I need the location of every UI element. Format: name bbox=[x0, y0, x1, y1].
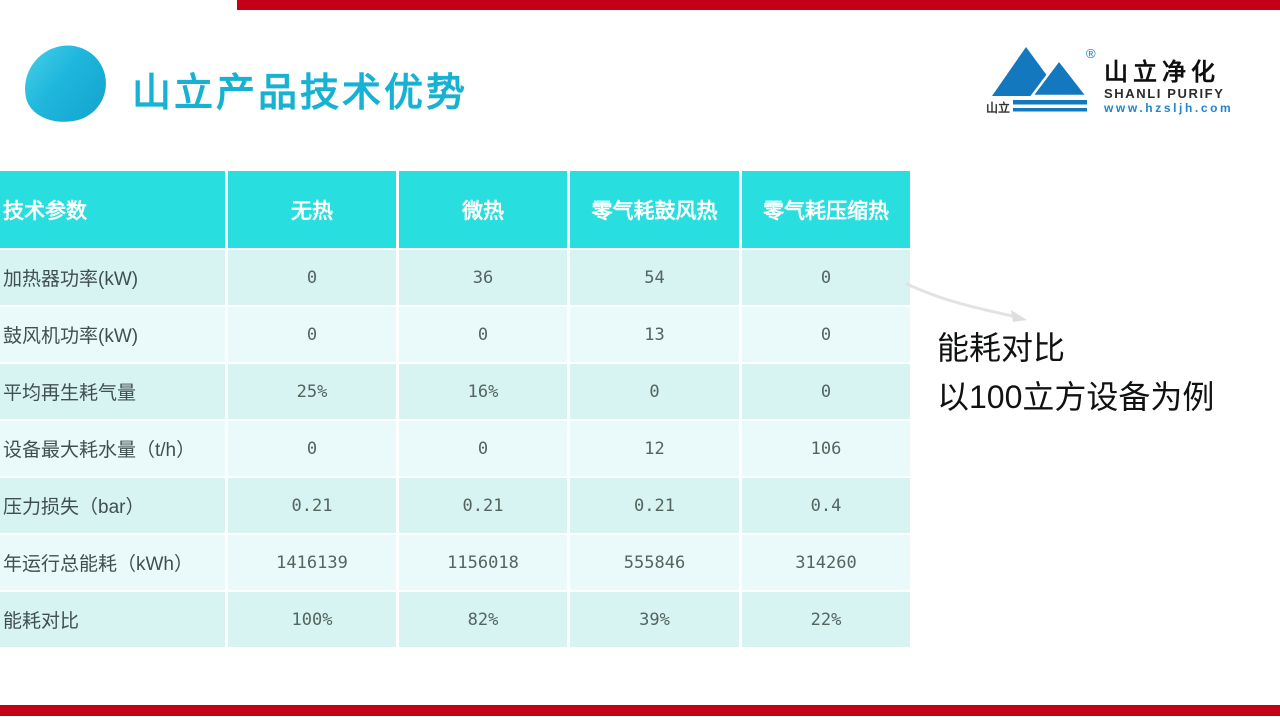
table-cell: 106 bbox=[742, 421, 910, 476]
table-cell: 39% bbox=[570, 592, 739, 647]
table-cell: 1416139 bbox=[228, 535, 396, 590]
table-cell: 36 bbox=[399, 250, 567, 305]
mountain-logo-icon: 山立 ® bbox=[986, 46, 1096, 115]
table-header-parameter: 技术参数 bbox=[0, 171, 225, 248]
table-header-col-1: 无热 bbox=[228, 171, 396, 248]
table-row-label: 压力损失（bar） bbox=[0, 478, 225, 533]
table-cell: 0 bbox=[742, 250, 910, 305]
table-row-label: 设备最大耗水量（t/h） bbox=[0, 421, 225, 476]
connector-arrow bbox=[903, 272, 1038, 330]
table-cell: 0.21 bbox=[228, 478, 396, 533]
annotation-text: 能耗对比 以100立方设备为例 bbox=[937, 324, 1214, 422]
table-cell: 0 bbox=[742, 364, 910, 419]
technical-parameters-table: 技术参数 无热 微热 零气耗鼓风热 零气耗压缩热 加热器功率(kW) 0 36 54 0 鼓风机功率… bbox=[0, 171, 912, 647]
table-cell: 0 bbox=[399, 307, 567, 362]
logo-website: www.hzsljh.com bbox=[1104, 101, 1234, 115]
table-cell: 0.21 bbox=[570, 478, 739, 533]
page-title: 山立产品技术优势 bbox=[132, 72, 469, 115]
logo-name-cn: 山立净化 bbox=[1104, 59, 1220, 86]
top-accent-bar bbox=[237, 0, 1280, 10]
table-row-label: 年运行总能耗（kWh） bbox=[0, 535, 225, 590]
table-cell: 1156018 bbox=[399, 535, 567, 590]
table-cell: 0 bbox=[228, 421, 396, 476]
company-logo: 山立 ® 山立净化 SHANLI PURIFY www.hzsljh.com bbox=[986, 44, 1231, 128]
annotation-line-2: 以100立方设备为例 bbox=[937, 379, 1215, 415]
table-header-col-2: 微热 bbox=[399, 171, 567, 248]
table-row-label: 鼓风机功率(kW) bbox=[0, 307, 225, 362]
bottom-accent-bar bbox=[0, 705, 1280, 716]
table-cell: 0.4 bbox=[742, 478, 910, 533]
table-cell: 0 bbox=[228, 307, 396, 362]
table-cell: 16% bbox=[399, 364, 567, 419]
decorative-teal-blob bbox=[16, 38, 114, 130]
table-cell: 100% bbox=[228, 592, 396, 647]
table-cell: 25% bbox=[228, 364, 396, 419]
logo-name-en: SHANLI PURIFY bbox=[1104, 86, 1225, 101]
table-header-col-3: 零气耗鼓风热 bbox=[570, 171, 739, 248]
table-cell: 0 bbox=[742, 307, 910, 362]
table-cell: 0 bbox=[228, 250, 396, 305]
table-cell: 314260 bbox=[742, 535, 910, 590]
table-cell: 54 bbox=[570, 250, 739, 305]
registered-trademark-icon: ® bbox=[1086, 46, 1096, 61]
table-cell: 22% bbox=[742, 592, 910, 647]
table-row-label: 能耗对比 bbox=[0, 592, 225, 647]
table-cell: 13 bbox=[570, 307, 739, 362]
table-cell: 12 bbox=[570, 421, 739, 476]
table-cell: 0.21 bbox=[399, 478, 567, 533]
table-row-label: 加热器功率(kW) bbox=[0, 250, 225, 305]
annotation-line-1: 能耗对比 bbox=[937, 330, 1066, 366]
table-cell: 555846 bbox=[570, 535, 739, 590]
table-cell: 82% bbox=[399, 592, 567, 647]
table-cell: 0 bbox=[399, 421, 567, 476]
table-row-label: 平均再生耗气量 bbox=[0, 364, 225, 419]
table-header-col-4: 零气耗压缩热 bbox=[742, 171, 910, 248]
table-cell: 0 bbox=[570, 364, 739, 419]
logo-mark-text: 山立 bbox=[986, 100, 1010, 115]
